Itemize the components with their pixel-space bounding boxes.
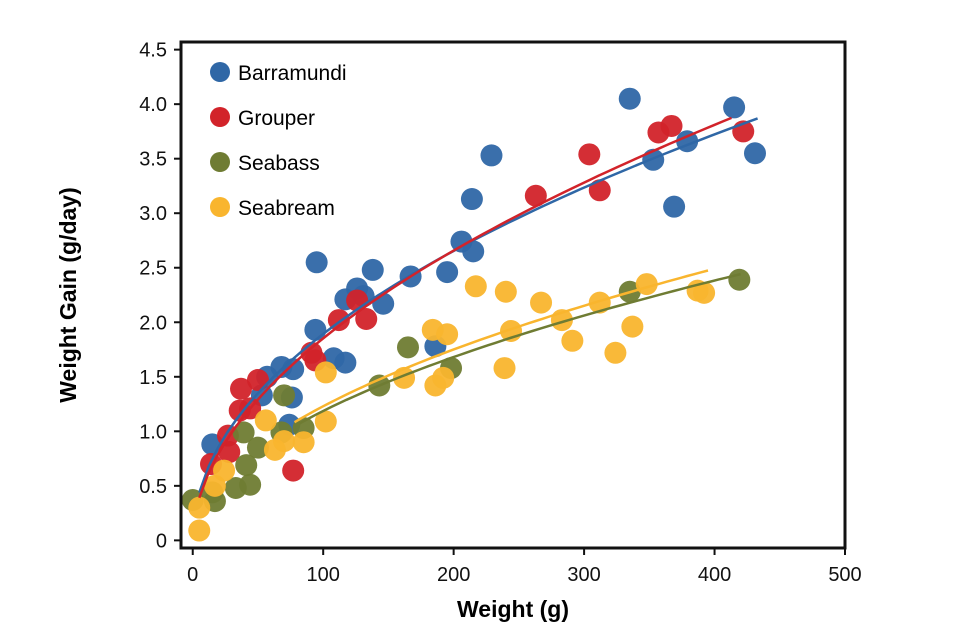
data-point [432, 366, 455, 389]
data-point [460, 188, 483, 211]
legend: Barramundi Grouper Seabass Seabream [210, 62, 347, 220]
legend-marker [210, 107, 230, 127]
data-point [618, 87, 641, 110]
data-point [621, 315, 644, 338]
data-point [561, 329, 584, 352]
y-tick-label: 0.5 [139, 476, 167, 498]
plot-frame [179, 40, 847, 550]
trendline-seabream [293, 269, 709, 424]
y-tick-label: 0 [156, 530, 167, 552]
legend-marker [210, 197, 230, 217]
data-point [334, 351, 357, 374]
data-point [213, 459, 236, 482]
data-point [464, 275, 487, 298]
data-point [355, 307, 378, 330]
legend-label: Barramundi [238, 62, 347, 85]
data-point [246, 369, 269, 392]
data-point [314, 361, 337, 384]
y-tick-label: 1.5 [139, 367, 167, 389]
legend-marker [210, 152, 230, 172]
legend-marker [210, 62, 230, 82]
x-tick-label: 200 [437, 564, 470, 586]
data-point [282, 459, 305, 482]
legend-label: Grouper [238, 107, 315, 130]
data-point [361, 258, 384, 281]
data-point [493, 357, 516, 380]
x-tick-label: 0 [187, 564, 198, 586]
series-seabream [188, 273, 716, 542]
x-tick-label: 300 [567, 564, 600, 586]
y-tick-label: 1.0 [139, 421, 167, 443]
legend-label: Seabream [238, 197, 335, 220]
data-point [660, 114, 683, 137]
x-tick-label: 400 [698, 564, 731, 586]
y-tick-label: 4.5 [139, 40, 167, 62]
data-point [188, 519, 211, 542]
data-point [188, 496, 211, 519]
data-point [305, 251, 328, 274]
data-point [273, 384, 296, 407]
y-tick-label: 2.5 [139, 258, 167, 280]
x-axis-label: Weight (g) [457, 596, 569, 622]
data-point [246, 436, 269, 459]
data-point [235, 454, 258, 477]
data-point [282, 358, 305, 381]
y-tick-label: 2.0 [139, 312, 167, 334]
data-point [530, 291, 553, 314]
data-point [588, 291, 611, 314]
data-point [230, 377, 253, 400]
data-point [232, 421, 255, 444]
data-point [480, 144, 503, 167]
x-tick-label: 100 [307, 564, 340, 586]
data-point [494, 280, 517, 303]
y-axis-label: Weight Gain (g/day) [55, 187, 81, 403]
trendline-seabass [293, 272, 741, 428]
data-point [588, 179, 611, 202]
data-point [396, 336, 419, 359]
plot-marks [181, 87, 766, 542]
data-point [604, 341, 627, 364]
data-point [524, 184, 547, 207]
data-point [314, 410, 337, 433]
data-point [292, 431, 315, 454]
axis-ticks: 0 100 200 300 400 500 0 0.5 1.0 1.5 2.0 2.5 3.0 3.5 4.… [139, 40, 862, 586]
data-point [743, 142, 766, 165]
data-point [578, 143, 601, 166]
data-point [728, 268, 751, 291]
data-point [436, 261, 459, 284]
data-point [663, 195, 686, 218]
data-point [693, 281, 716, 304]
data-point [723, 96, 746, 119]
data-point [239, 473, 262, 496]
y-tick-label: 3.5 [139, 149, 167, 171]
y-tick-label: 4.0 [139, 94, 167, 116]
data-point [462, 240, 485, 263]
x-tick-label: 500 [828, 564, 861, 586]
data-point [436, 323, 459, 346]
data-point [273, 430, 296, 453]
legend-label: Seabass [238, 152, 320, 175]
trendline-grouper [198, 116, 732, 499]
y-tick-label: 3.0 [139, 203, 167, 225]
data-point [254, 409, 277, 432]
